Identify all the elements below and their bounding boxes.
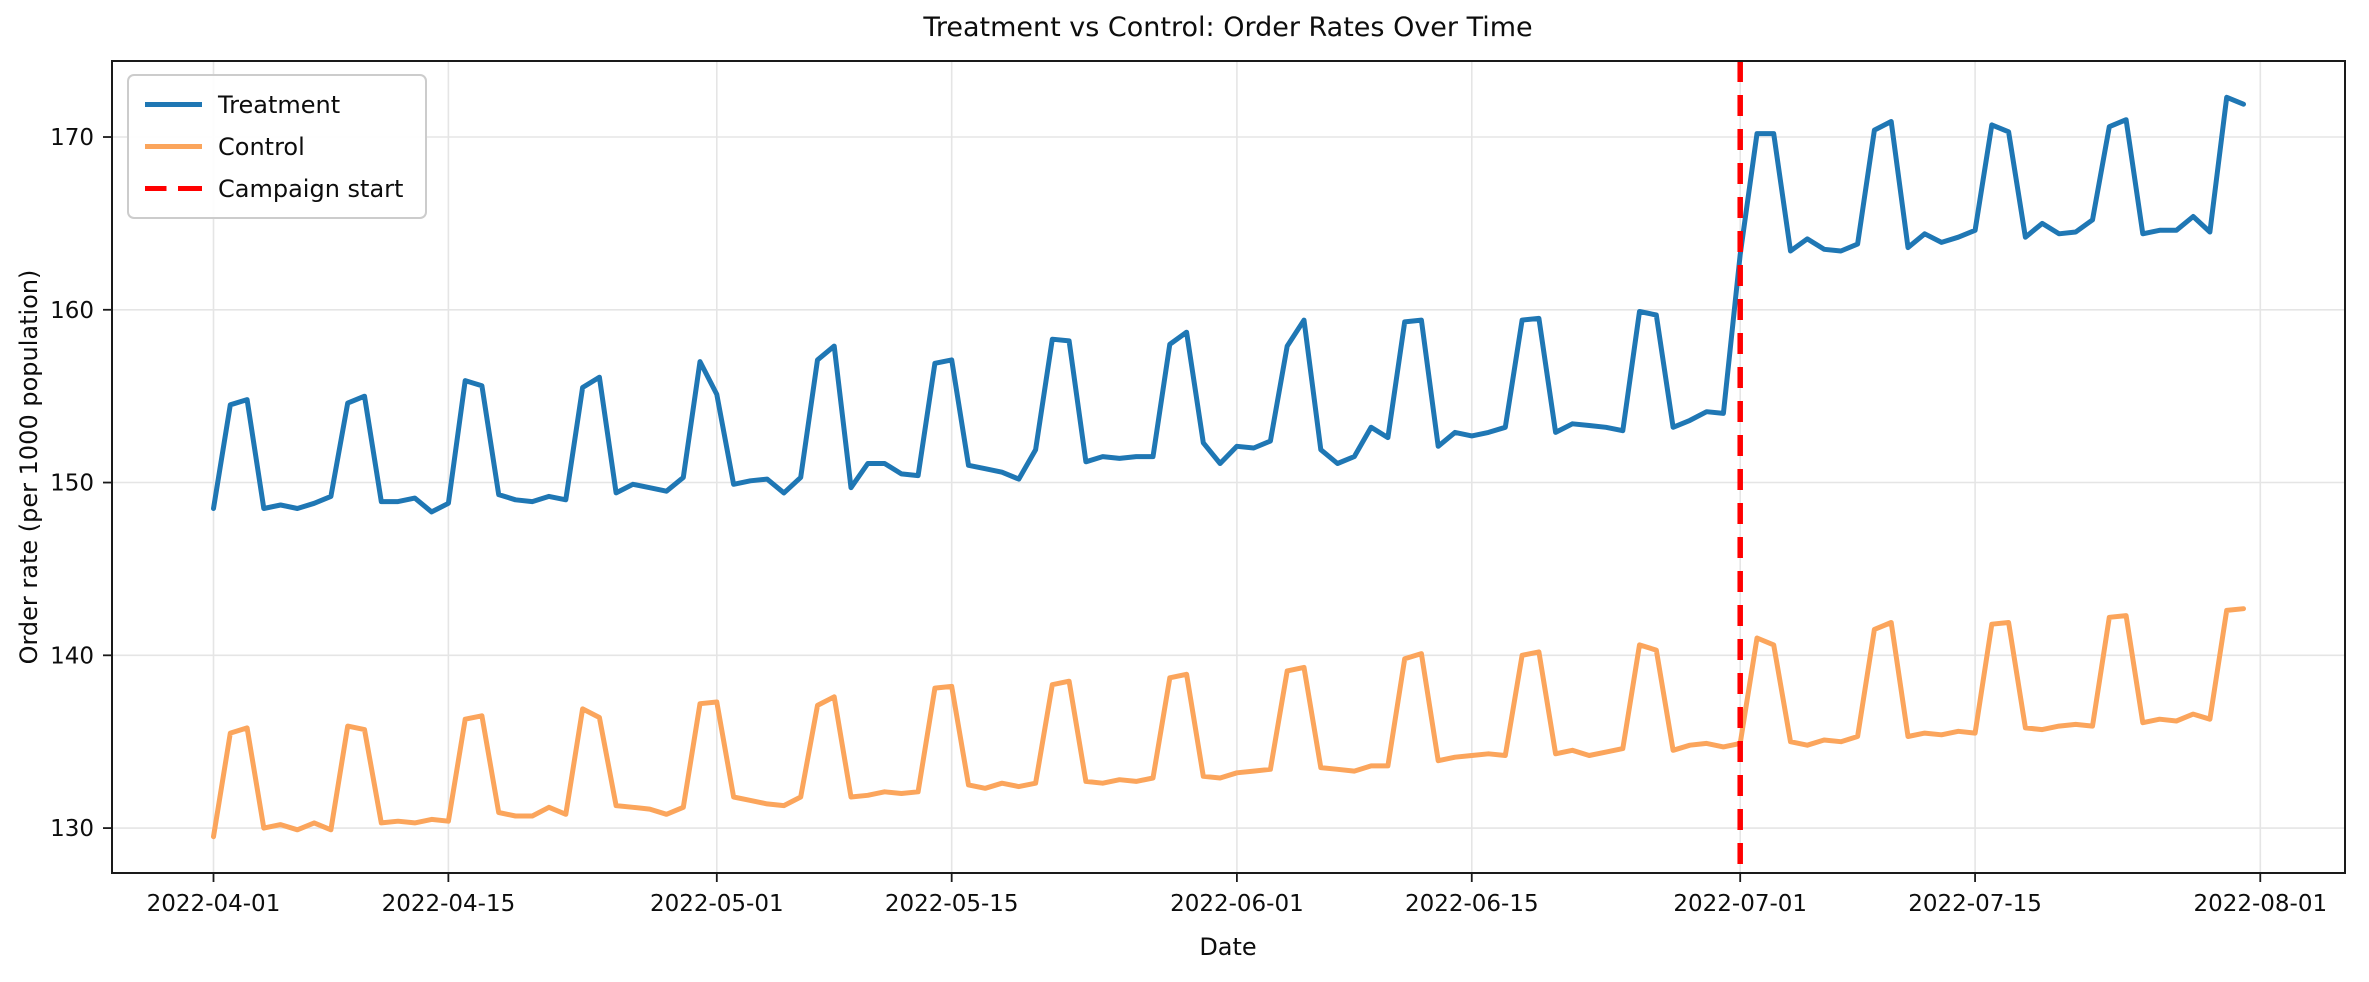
y-tick-label: 130: [50, 816, 94, 842]
x-tick-label: 2022-05-15: [885, 891, 1019, 917]
x-axis-title: Date: [1199, 933, 1257, 961]
y-tick-label: 160: [50, 298, 94, 324]
campaign-start-line-swatch: [145, 186, 202, 191]
y-tick-label: 150: [50, 471, 94, 497]
chart-title: Treatment vs Control: Order Rates Over T…: [923, 12, 1533, 43]
legend-label-control: Control: [218, 132, 305, 161]
x-tick-label: 2022-06-01: [1170, 891, 1304, 917]
control-line-swatch: [145, 144, 202, 149]
legend-item-campaign-start: Campaign start: [145, 172, 403, 205]
x-tick-label: 2022-06-15: [1405, 891, 1539, 917]
treatment-line: [211, 94, 2246, 515]
x-tick-label: 2022-07-15: [1908, 891, 2042, 917]
x-tick-label: 2022-05-01: [650, 891, 784, 917]
x-tick-label: 2022-07-01: [1673, 891, 1807, 917]
y-tick-label: 140: [50, 643, 94, 669]
control-line: [211, 606, 2246, 840]
axes-frame: [111, 60, 2346, 874]
legend-item-control: Control: [145, 130, 403, 163]
legend: Treatment Control Campaign start: [127, 74, 428, 219]
treatment-line-swatch: [145, 102, 202, 107]
x-tick-label: 2022-04-01: [147, 891, 281, 917]
x-tick-label: 2022-08-01: [2193, 891, 2327, 917]
legend-label-campaign-start: Campaign start: [218, 174, 404, 203]
legend-label-treatment: Treatment: [218, 90, 341, 119]
x-tick-label: 2022-04-15: [382, 891, 516, 917]
y-tick-label: 170: [50, 125, 94, 151]
legend-item-treatment: Treatment: [145, 88, 403, 121]
